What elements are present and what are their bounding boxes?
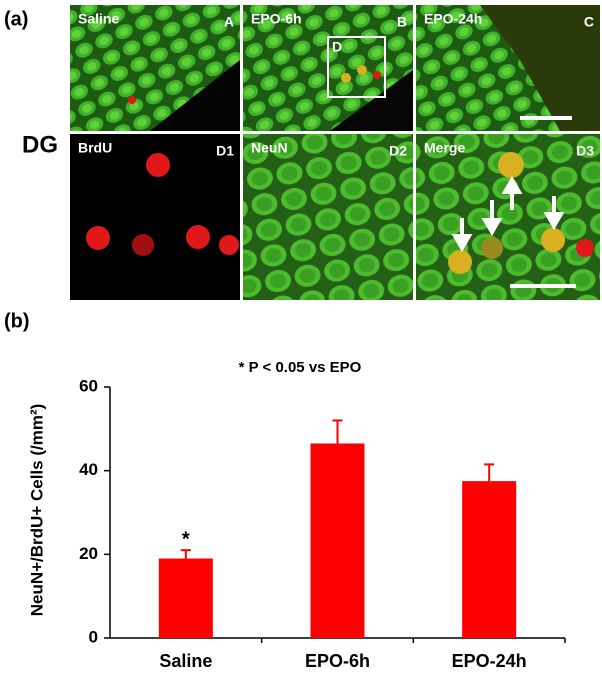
cell — [341, 73, 351, 83]
panel-letter: C — [584, 14, 594, 30]
cell — [86, 226, 110, 250]
dark-region — [480, 5, 600, 131]
y-tick-label: 20 — [79, 544, 98, 563]
x-tick-label: EPO-6h — [305, 651, 370, 671]
panel-title: EPO-6h — [251, 11, 302, 27]
inset-label: D — [332, 39, 342, 55]
micrographs: D — [70, 5, 600, 300]
panel-letter: D3 — [576, 143, 594, 159]
panel-letter: D1 — [216, 143, 234, 159]
x-tick-label: Saline — [159, 651, 212, 671]
panel-label: (b) — [4, 310, 30, 332]
panel-letter: D2 — [389, 143, 407, 159]
panel-title: BrdU — [78, 140, 112, 156]
region-label: DG — [22, 131, 58, 158]
cell — [132, 234, 154, 256]
panel-title: NeuN — [251, 140, 288, 156]
significance-marker: * — [182, 528, 190, 550]
brdu-cells — [86, 71, 381, 256]
bar — [158, 558, 213, 638]
cell — [498, 152, 524, 178]
inset-box — [327, 36, 386, 98]
panel-texts: Saline A EPO-6h B EPO-24h C BrdU D1 NeuN D2 Merge D… — [78, 11, 594, 159]
arrows — [451, 176, 565, 252]
bar-chart: 0 20 40 60 Saline * EPO-6h EPO-24h — [79, 376, 566, 671]
y-axis-label: NeuN+/BrdU+ Cells (/mm²) — [27, 404, 46, 617]
dark-region — [70, 60, 240, 131]
merged-cells — [341, 65, 565, 274]
cell — [576, 239, 594, 257]
annotation: * P < 0.05 vs EPO — [239, 359, 362, 376]
cell — [186, 225, 210, 249]
cell — [219, 235, 239, 255]
cell — [541, 228, 565, 252]
y-tick-label: 40 — [79, 460, 98, 479]
y-tick-label: 0 — [89, 627, 98, 646]
panel-title: Merge — [424, 140, 465, 156]
cell — [128, 96, 136, 104]
x-tick-label: EPO-24h — [452, 651, 527, 671]
panel-title: Saline — [78, 11, 119, 27]
micrograph — [243, 134, 413, 300]
panel-letter: A — [224, 14, 234, 30]
panel-label: (a) — [4, 8, 28, 30]
cell — [481, 237, 503, 259]
panel-title: EPO-24h — [424, 11, 482, 27]
bar — [462, 481, 517, 638]
panel-letter: B — [397, 14, 407, 30]
dark-region — [243, 70, 413, 131]
cell — [373, 71, 381, 79]
y-tick-label: 60 — [79, 376, 98, 395]
cell — [448, 250, 472, 274]
cell — [357, 65, 367, 75]
cell — [146, 153, 170, 177]
bar — [310, 443, 365, 638]
